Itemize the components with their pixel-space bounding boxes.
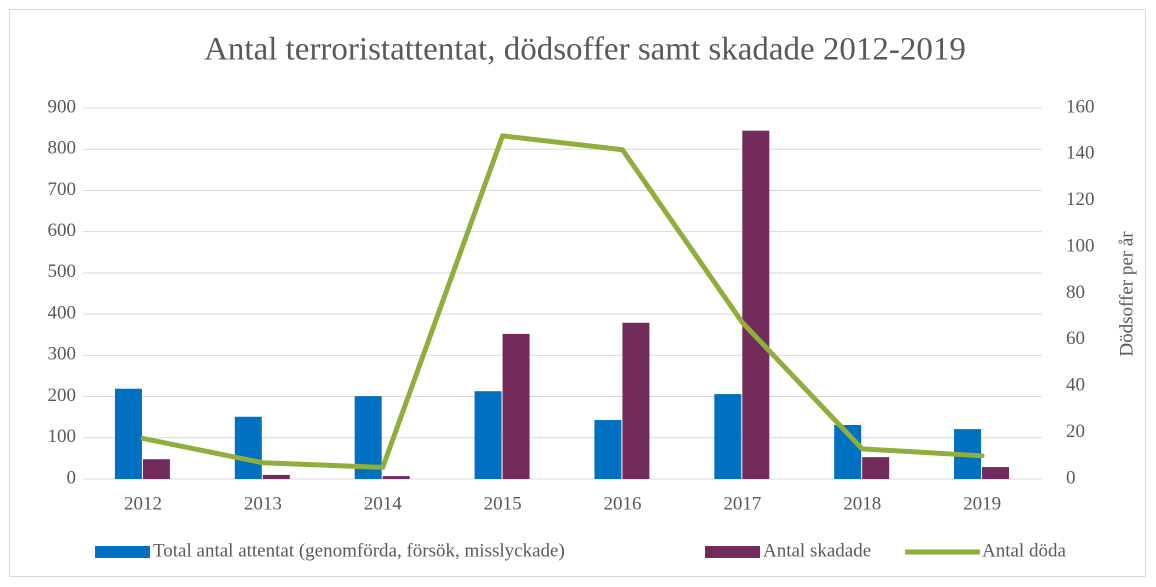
bar — [742, 130, 770, 479]
x-tick-label: 2014 — [364, 493, 403, 514]
y-tick-label: 500 — [48, 261, 77, 282]
bar — [714, 394, 742, 479]
y2-tick-label: 80 — [1066, 282, 1085, 303]
line — [140, 133, 985, 470]
y2-tick-label: 140 — [1066, 143, 1095, 164]
x-tick-label: 2017 — [723, 493, 761, 514]
chart-title: Antal terroristattentat, dödsoffer samt … — [204, 32, 966, 68]
y2-axis-label: Dödsoffer per år — [1116, 231, 1137, 357]
x-tick-label: 2016 — [603, 493, 641, 514]
x-tick-label: 2018 — [843, 493, 881, 514]
y-tick-label: 0 — [67, 467, 77, 488]
bar — [382, 476, 410, 479]
y-tick-label: 100 — [48, 426, 77, 447]
y-tick-label: 900 — [48, 96, 77, 117]
y2-tick-label: 20 — [1066, 421, 1085, 442]
x-tick-label: 2019 — [963, 493, 1001, 514]
y2-tick-label: 160 — [1066, 96, 1095, 117]
bar — [262, 474, 290, 479]
y2-tick-label: 120 — [1066, 189, 1095, 210]
y-tick-label: 700 — [48, 179, 77, 200]
y2-tick-label: 60 — [1066, 328, 1085, 349]
bar — [234, 416, 262, 479]
legend-swatch — [705, 546, 760, 558]
y2-tick-label: 40 — [1066, 375, 1085, 396]
bar — [622, 322, 650, 479]
bar — [594, 420, 622, 479]
bar — [474, 391, 502, 479]
bar — [114, 388, 142, 479]
bar — [862, 457, 890, 479]
y2-tick-label: 0 — [1066, 467, 1076, 488]
x-tick-label: 2012 — [124, 493, 162, 514]
y-tick-label: 800 — [48, 138, 77, 159]
x-tick-label: 2015 — [484, 493, 522, 514]
bar — [502, 333, 530, 479]
y-tick-label: 400 — [48, 302, 77, 323]
legend-swatch — [95, 546, 150, 558]
legend-label: Antal skadade — [763, 540, 871, 561]
y-tick-label: 600 — [48, 220, 77, 241]
chart-border — [9, 9, 1146, 577]
y-tick-label: 300 — [48, 344, 77, 365]
bar — [142, 459, 170, 479]
legend-label: Antal döda — [982, 540, 1066, 561]
x-tick-label: 2013 — [244, 493, 282, 514]
legend-label: Total antal attentat (genomförda, försök… — [153, 540, 565, 561]
bar — [982, 467, 1010, 479]
y2-tick-label: 100 — [1066, 235, 1095, 256]
y-tick-label: 200 — [48, 385, 77, 406]
